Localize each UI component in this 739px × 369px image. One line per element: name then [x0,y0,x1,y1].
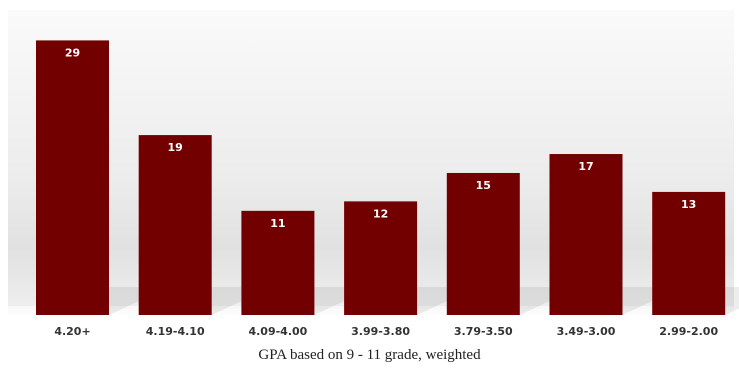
x-tick-label: 3.49-3.00 [557,325,616,338]
bar [241,210,315,315]
x-tick-label: 2.99-2.00 [659,325,718,338]
data-label: 11 [270,217,285,230]
bar [652,191,726,315]
x-tick-label: 4.20+ [54,325,90,338]
data-label: 29 [65,46,80,59]
x-tick-label: 3.79-3.50 [454,325,513,338]
bar [36,40,109,315]
chart-plot: 29 19 11 12 15 17 13 4.20+ 4.19-4.10 4.09-4.00 3.… [8,10,739,338]
x-tick-label: 3.99-3.80 [351,325,410,338]
data-label: 12 [373,207,388,220]
data-label: 15 [476,179,491,192]
data-label: 19 [168,141,183,154]
bar [446,172,520,315]
x-tick-label: 4.19-4.10 [146,325,205,338]
bar [138,135,212,315]
bar [549,154,623,315]
x-tick-label: 4.09-4.00 [248,325,307,338]
data-label: 13 [681,198,696,211]
bar [344,201,418,315]
x-axis-label: GPA based on 9 - 11 grade, weighted [258,347,481,363]
data-label: 17 [578,160,593,173]
